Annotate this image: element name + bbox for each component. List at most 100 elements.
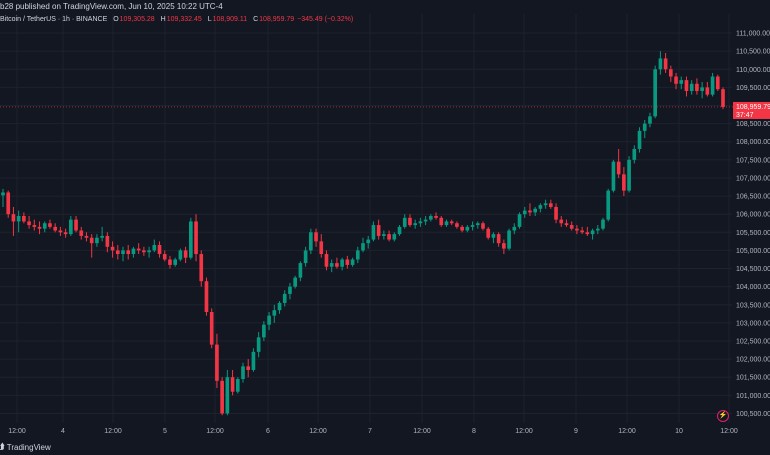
candle-body	[653, 69, 657, 117]
candle-body	[246, 366, 251, 370]
time-tick-label: 12:00	[104, 428, 122, 435]
candle-body	[1, 192, 5, 196]
candle-body	[632, 148, 637, 160]
candle-body	[121, 250, 125, 255]
candle-body	[215, 344, 219, 381]
candle-body	[408, 217, 412, 226]
candle-body	[611, 161, 616, 191]
candle-body	[314, 232, 318, 242]
tv-logo-icon: ⮭	[0, 442, 5, 451]
candle-body	[533, 208, 537, 213]
time-tick-label: 12:00	[8, 428, 26, 435]
last-price-label: 108,959.79	[736, 104, 770, 111]
price-tick-label: 103,500.00	[736, 302, 770, 309]
candle-body	[329, 263, 334, 267]
time-tick-label: 12:00	[515, 428, 533, 435]
candles	[1, 51, 725, 416]
candle-body	[89, 237, 94, 244]
candle-body	[309, 232, 313, 251]
candle-body	[277, 302, 282, 311]
price-tick-label: 108,000.00	[736, 139, 770, 146]
candle-body	[288, 286, 292, 294]
candle-body	[256, 337, 261, 352]
candle-body	[460, 226, 464, 231]
candle-body	[324, 254, 329, 267]
time-tick-label: 8	[472, 428, 476, 435]
candle-body	[11, 214, 16, 222]
price-tick-label: 110,500.00	[736, 49, 770, 56]
lightning-icon[interactable]: ⚡	[717, 410, 729, 422]
time-axis[interactable]: 12:00 4 12:00 5 12:00 6 12:00 7 12:00 8 12:00 9 12:0…	[8, 428, 738, 435]
candle-body	[392, 234, 397, 240]
candle-body	[319, 241, 324, 255]
candle-body	[293, 277, 297, 287]
candle-body	[507, 230, 511, 249]
candle-body	[42, 223, 47, 229]
candle-body	[241, 366, 245, 380]
candle-body	[549, 203, 553, 207]
candle-body	[298, 263, 303, 278]
candle-body	[22, 216, 26, 222]
candle-body	[48, 223, 52, 227]
candle-body	[528, 210, 532, 213]
candle-body	[335, 263, 339, 267]
price-tick-label: 105,500.00	[736, 230, 770, 237]
candle-body	[554, 206, 558, 220]
candle-body	[695, 83, 699, 92]
price-tick-label: 103,000.00	[736, 320, 770, 327]
candle-body	[37, 226, 42, 229]
candle-body	[63, 232, 68, 235]
candle-body	[669, 69, 673, 77]
candle-body	[220, 380, 224, 414]
candle-body	[616, 161, 621, 175]
candle-body	[53, 226, 57, 231]
time-tick-label: 12:00	[309, 428, 327, 435]
high-value: 109,332.45	[166, 16, 202, 23]
candle-body	[601, 219, 605, 229]
open-value: 109,305.28	[119, 16, 155, 23]
candle-body	[564, 223, 569, 226]
candle-body	[418, 221, 423, 224]
tradingview-logo[interactable]: ⮭ TradingView	[0, 442, 51, 452]
price-tick-label: 105,000.00	[736, 248, 770, 255]
candle-body	[585, 232, 590, 235]
candle-body	[267, 315, 271, 325]
candle-body	[397, 226, 402, 235]
candle-body	[152, 244, 157, 251]
open-label: O	[113, 16, 119, 23]
time-tick-label: 12:00	[413, 428, 431, 435]
top-bar: b28 published on TradingView.com, Jun 10…	[0, 0, 770, 14]
candle-body	[282, 293, 287, 303]
candle-body	[429, 216, 433, 220]
price-tick-label: 104,500.00	[736, 266, 770, 273]
candle-body	[366, 239, 371, 244]
candle-body	[376, 225, 381, 236]
price-axis[interactable]: 111,000.00 110,500.00 110,000.00 109,500.00…	[733, 14, 770, 439]
candle-body	[444, 221, 449, 226]
candle-body	[173, 259, 177, 265]
ohlc-legend: Bitcoin / TetherUS · 1h · BINANCE O109,3…	[0, 16, 353, 23]
candle-body	[559, 219, 564, 224]
candle-body	[69, 219, 73, 235]
time-tick-label: 6	[266, 428, 270, 435]
brand-label: TradingView	[6, 442, 51, 452]
published-line: b28 published on TradingView.com, Jun 10…	[0, 2, 223, 11]
candle-body	[235, 379, 240, 392]
candle-body	[710, 76, 715, 95]
candle-body	[272, 310, 277, 316]
candle-body	[642, 123, 647, 131]
candle-body	[590, 230, 595, 235]
candle-body	[95, 237, 99, 244]
candle-body	[502, 243, 506, 249]
symbol-label[interactable]: Bitcoin / TetherUS · 1h · BINANCE	[0, 16, 108, 23]
candle-body	[496, 234, 501, 244]
candle-body	[189, 221, 193, 258]
candle-body	[194, 221, 198, 255]
candle-body	[486, 228, 491, 238]
candle-body	[569, 225, 574, 229]
time-tick-label: 12:00	[618, 428, 636, 435]
candle-body	[689, 83, 694, 92]
candle-body	[230, 377, 235, 392]
